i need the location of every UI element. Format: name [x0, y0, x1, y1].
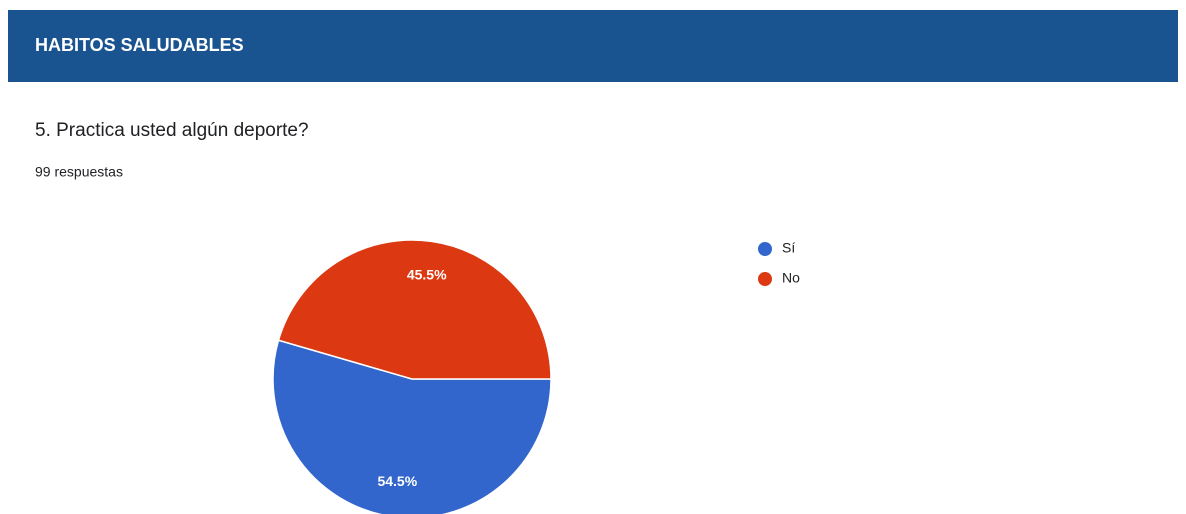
slice-label: 45.5% [407, 266, 447, 282]
legend-label: Sí [782, 240, 795, 256]
slice-label: 54.5% [377, 473, 417, 489]
pie-slice [277, 239, 552, 380]
section-title: HABITOS SALUDABLES [35, 35, 244, 55]
section-header [8, 10, 1178, 82]
legend-swatch [758, 242, 772, 256]
legend-swatch [758, 272, 772, 286]
pie-slice [272, 339, 552, 514]
pie-chart: 54.5% 45.5% Sí No [272, 239, 800, 514]
response-count: 99 respuestas [35, 164, 123, 180]
question-title: 5. Practica usted algún deporte? [35, 120, 309, 141]
legend-label: No [782, 270, 800, 286]
